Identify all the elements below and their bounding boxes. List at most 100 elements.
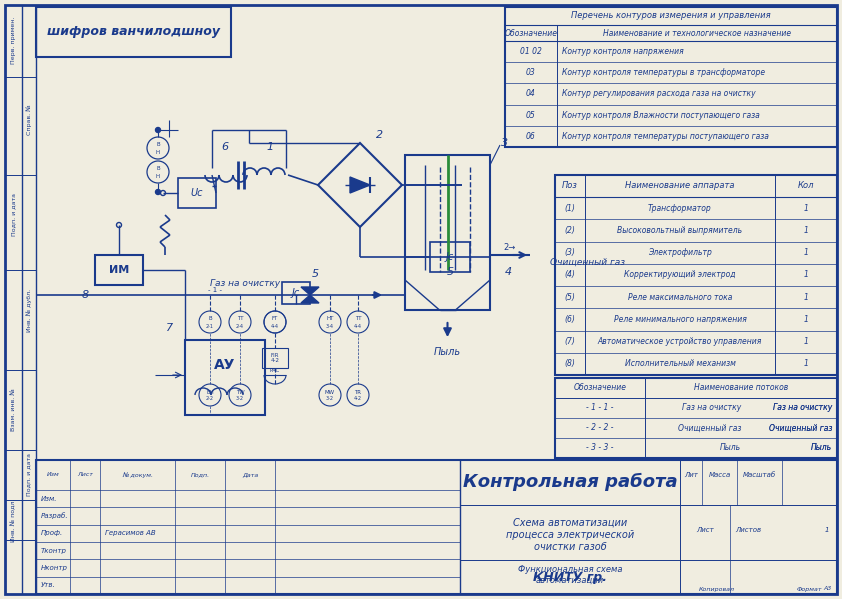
Text: Очищенный газ: Очищенный газ <box>769 423 832 432</box>
Text: Копировал: Копировал <box>699 586 734 591</box>
Text: Перечень контуров измерения и управления: Перечень контуров измерения и управления <box>571 11 770 20</box>
Text: Дата: Дата <box>242 473 258 477</box>
Text: 6: 6 <box>221 142 228 152</box>
Text: 3-4: 3-4 <box>326 323 334 328</box>
Bar <box>505 7 837 147</box>
Text: Кол: Кол <box>797 181 814 190</box>
Text: (7): (7) <box>565 337 575 346</box>
Text: - 1 -: - 1 - <box>208 287 222 293</box>
Text: 03: 03 <box>526 68 536 77</box>
Text: А3: А3 <box>823 586 832 591</box>
Text: 5: 5 <box>312 269 318 279</box>
Polygon shape <box>301 287 319 295</box>
Bar <box>185 340 265 415</box>
Circle shape <box>156 128 161 132</box>
Text: Пыль: Пыль <box>434 347 461 357</box>
Text: 1: 1 <box>803 337 808 346</box>
Text: 1: 1 <box>266 142 274 152</box>
Text: Контур контроля напряжения: Контур контроля напряжения <box>562 47 684 56</box>
Text: Изм: Изм <box>46 473 60 477</box>
Text: (2): (2) <box>565 226 575 235</box>
Text: Поз: Поз <box>562 181 578 190</box>
Text: Очищенный газ: Очищенный газ <box>769 423 832 432</box>
Polygon shape <box>350 177 370 193</box>
Text: Контур контроля Влажности поступающего газа: Контур контроля Влажности поступающего г… <box>562 111 759 120</box>
Text: - 2 - 2 -: - 2 - 2 - <box>586 423 614 432</box>
Text: PAC: PAC <box>270 368 280 373</box>
Bar <box>430 242 470 272</box>
Text: 4-4: 4-4 <box>271 323 279 328</box>
Text: 2-4: 2-4 <box>236 323 244 328</box>
Text: Утв.: Утв. <box>41 582 56 588</box>
Text: Контур контроля температуры поступающего газа: Контур контроля температуры поступающего… <box>562 132 769 141</box>
Bar <box>178 178 216 208</box>
Text: 5: 5 <box>446 267 454 277</box>
Text: НТ: НТ <box>327 316 333 322</box>
Text: 1: 1 <box>803 315 808 324</box>
Text: Jc: Jc <box>446 252 454 262</box>
Bar <box>282 282 310 304</box>
Text: FT: FT <box>272 316 278 322</box>
Text: 3-2: 3-2 <box>326 397 334 401</box>
Text: Нконтр: Нконтр <box>41 565 68 571</box>
Text: Высоковольтный выпрямитель: Высоковольтный выпрямитель <box>617 226 743 235</box>
Text: 06: 06 <box>526 132 536 141</box>
Text: Н: Н <box>156 150 160 155</box>
Text: Корректирующий электрод: Корректирующий электрод <box>624 270 736 279</box>
Text: 01 02: 01 02 <box>520 47 542 56</box>
Text: (3): (3) <box>565 248 575 257</box>
Text: очистки газоб: очистки газоб <box>534 542 606 552</box>
Text: Подп.: Подп. <box>190 473 210 477</box>
Text: Газ на очистку: Газ на очистку <box>773 404 832 413</box>
Text: Uc: Uc <box>191 188 203 198</box>
Text: 3-2: 3-2 <box>236 397 244 401</box>
Text: Масса: Масса <box>708 472 731 478</box>
Text: Справ. №: Справ. № <box>26 105 32 135</box>
Text: АУ: АУ <box>214 358 236 372</box>
Text: Пыль: Пыль <box>811 443 832 452</box>
Text: Реле минимального напряжения: Реле минимального напряжения <box>614 315 747 324</box>
Text: ТW: ТW <box>236 389 244 395</box>
Text: Лист: Лист <box>696 527 714 533</box>
Text: 1: 1 <box>803 270 808 279</box>
Text: Формат: Формат <box>797 586 823 591</box>
Text: Подп. и дата: Подп. и дата <box>12 193 17 237</box>
Text: Пыль: Пыль <box>720 443 741 452</box>
Text: МW: МW <box>325 389 335 395</box>
Text: - 1 - 1 -: - 1 - 1 - <box>586 404 614 413</box>
Text: 4-2: 4-2 <box>354 397 362 401</box>
Bar <box>555 175 837 375</box>
Text: (6): (6) <box>565 315 575 324</box>
Text: Инв. № дубл.: Инв. № дубл. <box>26 289 32 332</box>
Text: Наименование аппарата: Наименование аппарата <box>626 181 735 190</box>
Text: ТТ: ТТ <box>354 316 361 322</box>
Text: шифров ванчилодшноу: шифров ванчилодшноу <box>47 26 220 38</box>
Text: - 3 - 3 -: - 3 - 3 - <box>586 443 614 452</box>
Text: (8): (8) <box>565 359 575 368</box>
Text: В: В <box>208 316 212 322</box>
Polygon shape <box>301 295 319 303</box>
Text: Проф.: Проф. <box>41 530 63 536</box>
Text: Обозначение: Обозначение <box>504 29 557 38</box>
Text: процесса электрической: процесса электрической <box>506 530 634 540</box>
Text: 3: 3 <box>502 138 509 148</box>
Text: 1: 1 <box>803 359 808 368</box>
Text: 1: 1 <box>803 226 808 235</box>
Text: (5): (5) <box>565 293 575 302</box>
Text: 04: 04 <box>526 89 536 98</box>
Text: Лист: Лист <box>77 473 93 477</box>
Text: Разраб.: Разраб. <box>41 513 69 519</box>
Text: Тконтр: Тконтр <box>41 547 67 553</box>
Text: Газ на очистку: Газ на очистку <box>210 279 280 288</box>
Bar <box>262 348 288 368</box>
Bar <box>555 378 837 458</box>
Text: Газ на очистку: Газ на очистку <box>682 404 741 413</box>
Text: Jc: Jc <box>292 288 300 298</box>
Text: Контрольная работа: Контрольная работа <box>463 473 677 491</box>
Text: Перв. примен.: Перв. примен. <box>12 16 17 63</box>
Text: Электрофильтр: Электрофильтр <box>648 248 712 257</box>
Bar <box>36 7 231 57</box>
Text: 4-4: 4-4 <box>354 323 362 328</box>
Text: Наименование и технологическое назначение: Наименование и технологическое назначени… <box>603 29 791 38</box>
Text: Лит: Лит <box>684 472 698 478</box>
